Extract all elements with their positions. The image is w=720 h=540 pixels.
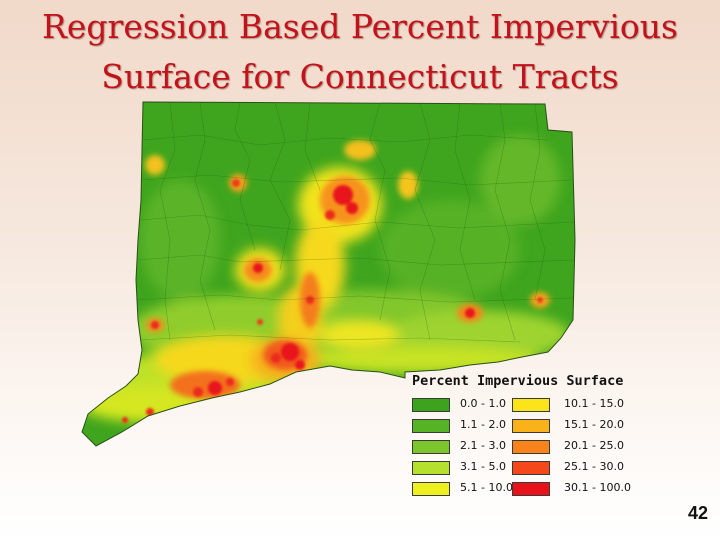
title-line-2: Surface for Connecticut Tracts (101, 57, 619, 96)
legend-title: Percent Impervious Surface (412, 373, 624, 389)
legend-label: 1.1 - 2.0 (460, 418, 506, 431)
legend-label: 30.1 - 100.0 (564, 481, 631, 494)
legend-swatch (412, 419, 450, 433)
legend-label: 5.1 - 10.0 (460, 481, 513, 494)
map-fill (82, 102, 575, 446)
legend-label: 15.1 - 20.0 (564, 418, 624, 431)
legend-swatch (412, 440, 450, 454)
legend-label: 20.1 - 25.0 (564, 439, 624, 452)
legend-label: 10.1 - 15.0 (564, 397, 624, 410)
legend-swatch (512, 398, 550, 412)
connecticut-tract-map (81, 101, 576, 447)
slide-title: Regression Based Percent Impervious Surf… (0, 2, 720, 102)
legend-swatch (512, 482, 550, 496)
legend-label: 2.1 - 3.0 (460, 439, 506, 452)
legend-label: 3.1 - 5.0 (460, 460, 506, 473)
legend-swatch (512, 440, 550, 454)
page-number: 42 (687, 503, 708, 523)
legend-label: 0.0 - 1.0 (460, 397, 506, 410)
title-line-1: Regression Based Percent Impervious (42, 7, 678, 46)
legend-swatch (412, 461, 450, 475)
legend-swatch (512, 461, 550, 475)
legend-label: 25.1 - 30.0 (564, 460, 624, 473)
legend-swatch (412, 482, 450, 496)
state-outline (81, 101, 576, 447)
legend-swatch (412, 398, 450, 412)
legend-swatch (512, 419, 550, 433)
